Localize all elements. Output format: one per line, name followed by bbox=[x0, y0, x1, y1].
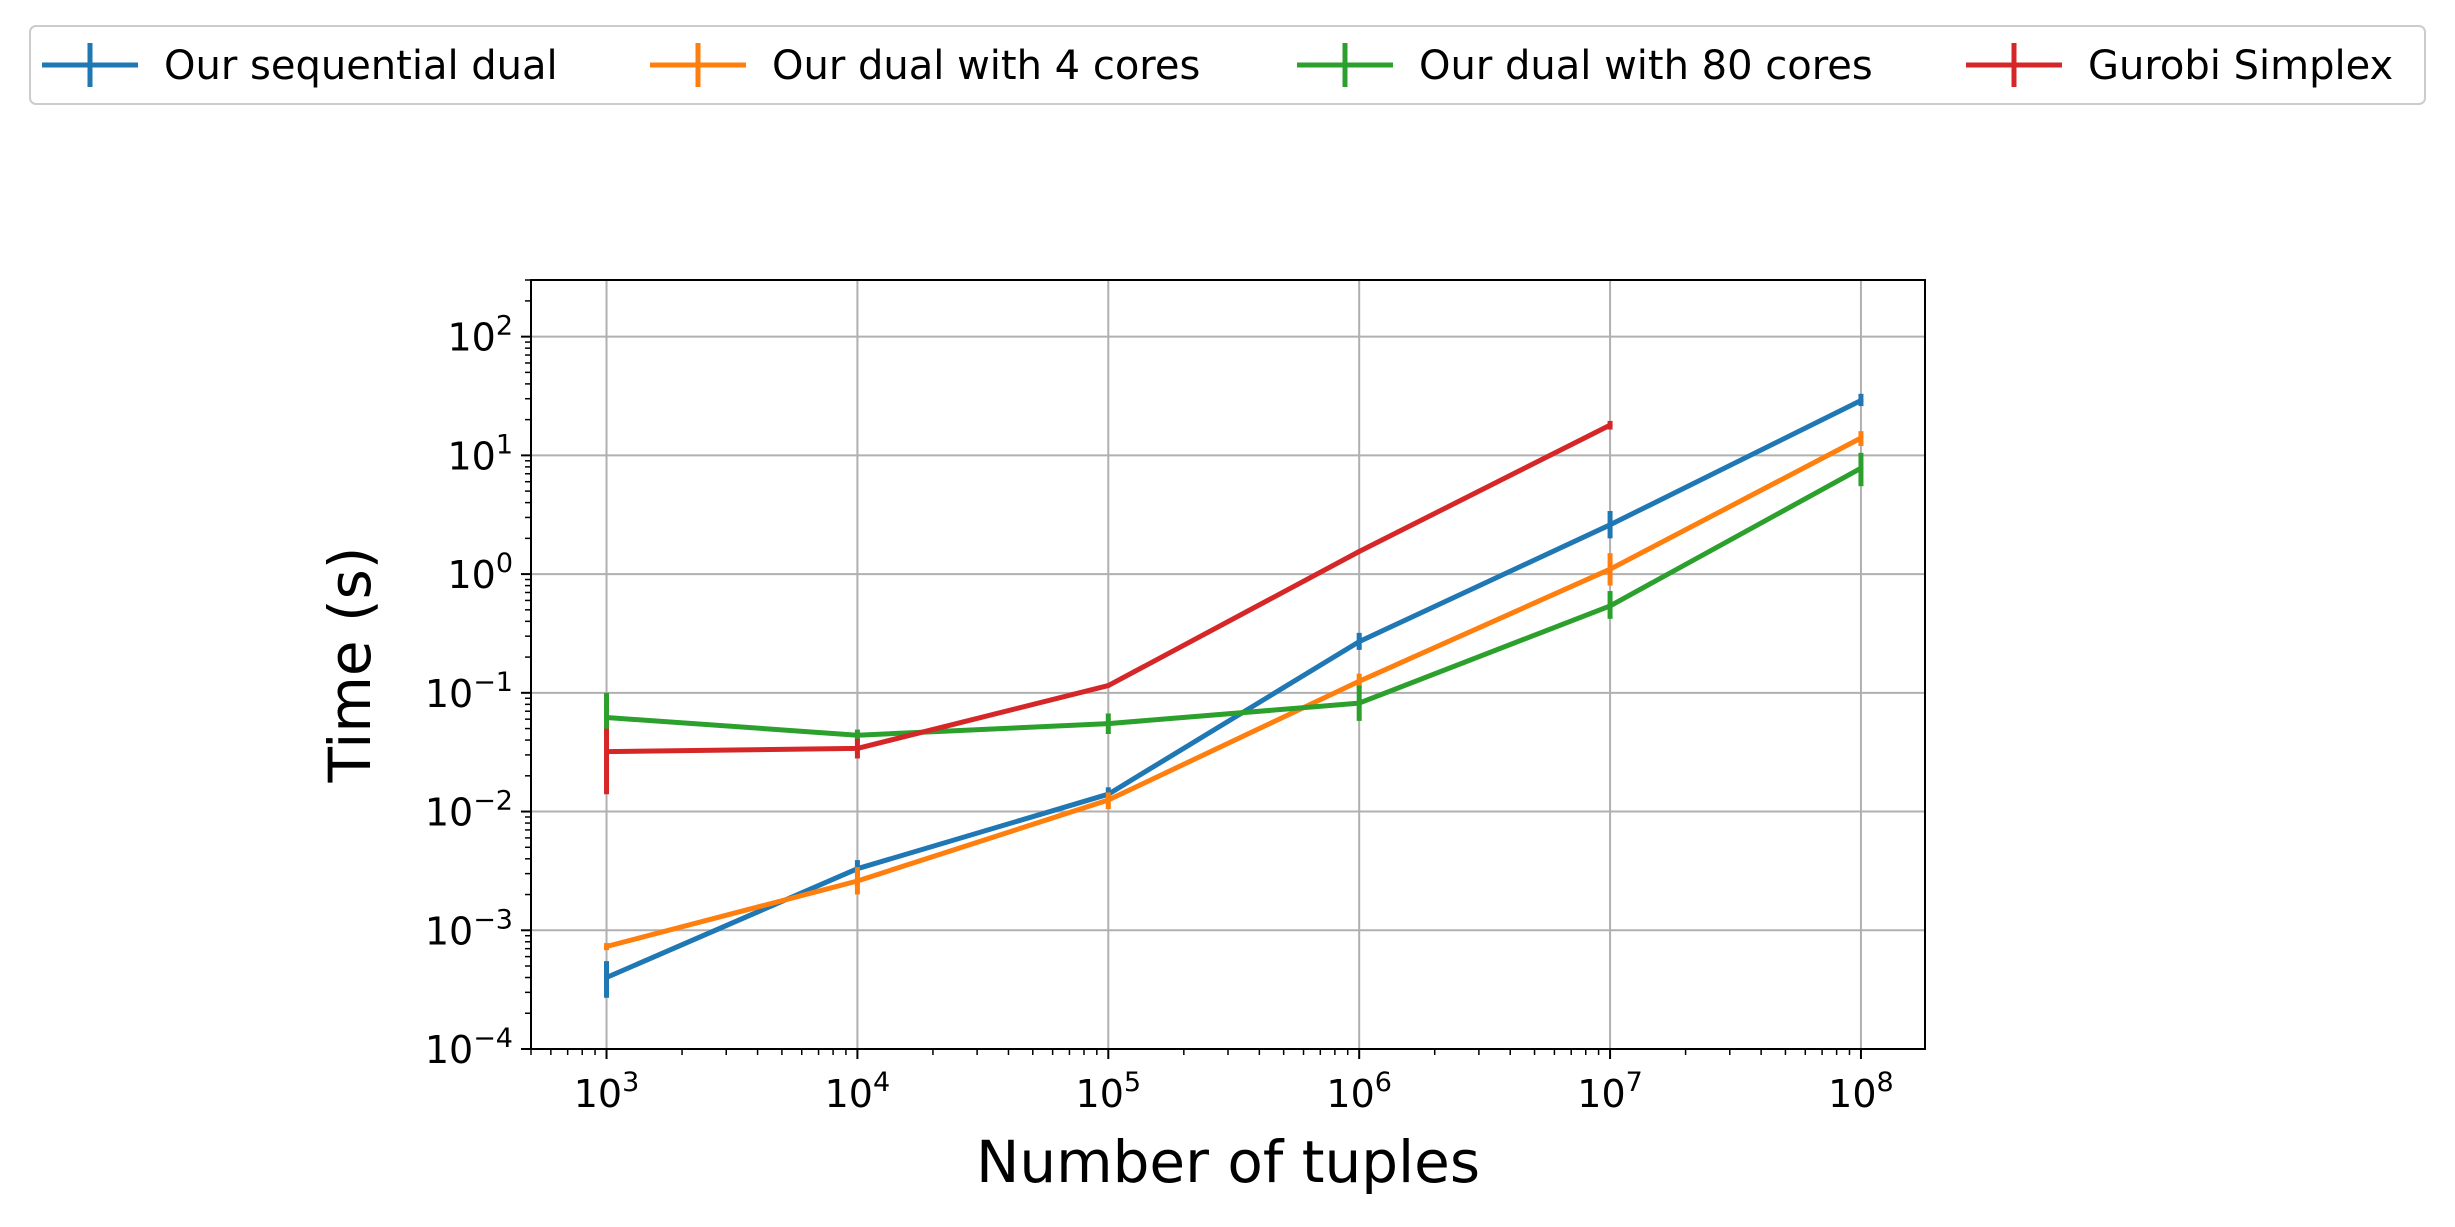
data-point bbox=[1607, 566, 1613, 572]
data-point bbox=[1607, 603, 1613, 609]
data-point bbox=[1356, 549, 1362, 555]
x-tick-label: 107 bbox=[1577, 1067, 1643, 1116]
data-point bbox=[604, 944, 610, 950]
axis-ticks: 103 104 105 106 107 108 10−4 10−3 10−2 10−1 100 101… bbox=[425, 279, 1894, 1116]
plot-frame bbox=[530, 279, 1926, 1050]
data-point bbox=[1105, 683, 1111, 689]
series-line bbox=[604, 398, 1864, 980]
legend: Our sequential dual Our dual with 4 cores… bbox=[29, 25, 2426, 105]
series-our-dual-with-4-cores bbox=[604, 431, 1864, 951]
x-tick-label: 105 bbox=[1076, 1067, 1142, 1116]
x-axis-title: Number of tuples bbox=[976, 1128, 1480, 1196]
data-point bbox=[1356, 639, 1362, 645]
data-point bbox=[1607, 522, 1613, 528]
series-lines bbox=[604, 393, 1864, 998]
data-point bbox=[854, 745, 860, 751]
x-tick-label: 106 bbox=[1326, 1067, 1392, 1116]
series-line bbox=[604, 435, 1864, 949]
data-point bbox=[604, 975, 610, 981]
data-point bbox=[1858, 435, 1864, 441]
series-gurobi-simplex bbox=[604, 420, 1613, 795]
data-point bbox=[1356, 678, 1362, 684]
y-tick-label: 10−1 bbox=[425, 667, 513, 716]
y-tick-label: 10−2 bbox=[425, 786, 513, 835]
data-point bbox=[1105, 721, 1111, 727]
legend-box bbox=[29, 25, 2426, 105]
legend-label: Our dual with 80 cores bbox=[1419, 43, 1873, 89]
legend-label: Our sequential dual bbox=[164, 43, 558, 89]
legend-label: Our dual with 4 cores bbox=[772, 43, 1200, 89]
y-tick-label: 10−3 bbox=[425, 904, 513, 953]
data-point bbox=[1105, 797, 1111, 803]
data-point bbox=[1607, 422, 1613, 428]
y-tick-label: 102 bbox=[447, 311, 513, 360]
grid bbox=[531, 280, 1925, 1050]
y-tick-label: 100 bbox=[447, 548, 513, 597]
data-point bbox=[604, 749, 610, 755]
series-line bbox=[604, 465, 1864, 738]
x-tick-label: 103 bbox=[574, 1067, 640, 1116]
x-tick-label: 108 bbox=[1828, 1067, 1894, 1116]
data-point bbox=[604, 714, 610, 720]
y-tick-label: 101 bbox=[447, 429, 513, 478]
y-tick-label: 10−4 bbox=[425, 1023, 513, 1072]
series-our-sequential-dual bbox=[604, 393, 1864, 998]
series-our-dual-with-80-cores bbox=[604, 452, 1864, 742]
data-point bbox=[854, 878, 860, 884]
data-point bbox=[1858, 397, 1864, 403]
data-point bbox=[854, 732, 860, 738]
legend-label: Gurobi Simplex bbox=[2088, 43, 2393, 89]
x-tick-label: 104 bbox=[825, 1067, 891, 1116]
y-axis-title: Time (s) bbox=[316, 547, 384, 784]
data-point bbox=[1858, 465, 1864, 471]
data-point bbox=[1356, 700, 1362, 706]
